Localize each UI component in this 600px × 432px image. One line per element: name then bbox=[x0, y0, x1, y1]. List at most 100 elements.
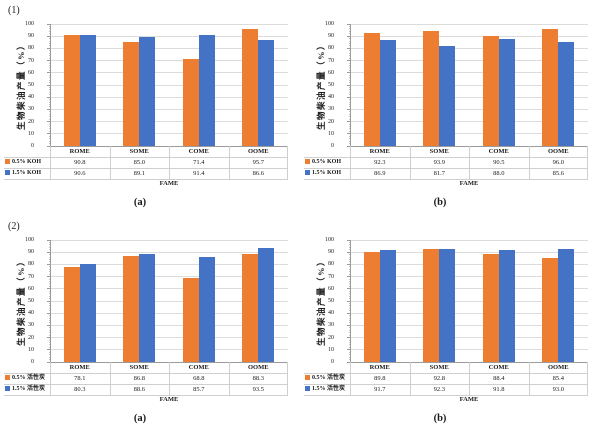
y-tick-mark bbox=[47, 263, 50, 265]
y-minor-tick bbox=[48, 111, 50, 113]
y-minor-tick bbox=[348, 298, 350, 300]
y-minor-tick bbox=[348, 94, 350, 96]
y-tick-mark bbox=[47, 84, 50, 86]
y-minor-tick bbox=[348, 285, 350, 287]
table-value: 96.0 bbox=[552, 159, 564, 166]
y-minor-tick bbox=[48, 356, 50, 358]
gridline bbox=[350, 60, 588, 62]
table-value: 90.6 bbox=[74, 170, 86, 177]
y-minor-tick bbox=[48, 261, 50, 263]
y-minor-tick bbox=[348, 305, 350, 307]
gridline bbox=[350, 35, 588, 37]
table-value: 81.7 bbox=[433, 170, 445, 177]
table-value: 85.0 bbox=[133, 159, 145, 166]
y-minor-tick bbox=[48, 285, 50, 287]
y-minor-tick bbox=[348, 280, 350, 282]
table-border bbox=[350, 362, 351, 395]
table-border bbox=[287, 362, 288, 395]
y-minor-tick bbox=[348, 249, 350, 251]
y-tick-mark bbox=[47, 47, 50, 49]
y-minor-tick bbox=[348, 241, 350, 243]
y-tick-mark bbox=[347, 276, 350, 278]
y-minor-tick bbox=[48, 320, 50, 322]
y-minor-tick bbox=[48, 334, 50, 336]
bar bbox=[79, 264, 96, 362]
y-tick-mark bbox=[47, 72, 50, 74]
y-minor-tick bbox=[48, 113, 50, 115]
y-tick-label: 10 bbox=[28, 130, 34, 137]
y-tick-label: 50 bbox=[328, 82, 334, 88]
gridline bbox=[350, 108, 588, 110]
table-value: 92.3 bbox=[433, 386, 445, 393]
y-minor-tick bbox=[48, 293, 50, 295]
y-minor-tick bbox=[348, 74, 350, 76]
table-value: 86.9 bbox=[374, 170, 386, 177]
y-minor-tick bbox=[348, 332, 350, 334]
y-tick-mark bbox=[347, 145, 350, 147]
y-minor-tick bbox=[348, 55, 350, 57]
legend-item: 0.5% KOH bbox=[5, 157, 49, 168]
bar bbox=[182, 58, 199, 146]
y-minor-tick bbox=[348, 254, 350, 256]
y-minor-tick bbox=[348, 140, 350, 142]
y-minor-tick bbox=[348, 128, 350, 130]
y-minor-tick bbox=[348, 246, 350, 248]
y-tick-mark bbox=[47, 361, 50, 363]
table-border bbox=[304, 384, 588, 385]
y-minor-tick bbox=[48, 50, 50, 52]
y-tick-label: 10 bbox=[328, 130, 334, 137]
table-border bbox=[587, 146, 588, 179]
gridline bbox=[50, 35, 288, 37]
y-minor-tick bbox=[48, 57, 50, 59]
y-tick-mark bbox=[347, 121, 350, 123]
y-tick-mark bbox=[347, 337, 350, 339]
category-header: COME bbox=[488, 148, 509, 155]
legend-item: 0.5% 活性炭 bbox=[305, 373, 349, 384]
table-value: 90.5 bbox=[493, 159, 505, 166]
bar bbox=[242, 29, 259, 146]
y-tick-mark bbox=[47, 239, 50, 241]
y-tick-mark bbox=[347, 288, 350, 290]
y-tick-label: 100 bbox=[25, 237, 34, 243]
bar bbox=[482, 35, 499, 146]
y-minor-tick bbox=[48, 283, 50, 285]
gridline bbox=[50, 72, 288, 74]
table-value: 93.5 bbox=[252, 386, 264, 393]
y-axis-line bbox=[350, 240, 351, 362]
bar bbox=[558, 248, 575, 362]
y-minor-tick bbox=[348, 101, 350, 103]
gridline bbox=[350, 96, 588, 98]
y-tick-label: 60 bbox=[28, 69, 34, 76]
table-border bbox=[304, 373, 588, 374]
y-minor-tick bbox=[48, 125, 50, 127]
bar bbox=[379, 250, 396, 362]
y-minor-tick bbox=[48, 38, 50, 40]
y-tick-mark bbox=[47, 133, 50, 135]
table-border bbox=[469, 362, 470, 395]
y-minor-tick bbox=[348, 256, 350, 258]
legend-item: 1.5% 活性炭 bbox=[5, 384, 49, 395]
y-minor-tick bbox=[348, 307, 350, 309]
y-axis-line bbox=[50, 24, 51, 146]
table-border bbox=[4, 157, 288, 158]
category-header: ROME bbox=[69, 364, 90, 371]
category-header: COME bbox=[488, 364, 509, 371]
y-tick-mark bbox=[47, 324, 50, 326]
gridline bbox=[50, 121, 288, 123]
y-minor-tick bbox=[348, 354, 350, 356]
table-value: 95.7 bbox=[252, 159, 264, 166]
gridline bbox=[350, 72, 588, 74]
y-minor-tick bbox=[348, 25, 350, 27]
y-minor-tick bbox=[48, 45, 50, 47]
chart-panel-2a: (2) 生物柴油产量（%） 0 10 20 30 40 50 60 70 80 90 100 FAM… bbox=[0, 216, 300, 432]
y-minor-tick bbox=[48, 104, 50, 106]
subfigure-label: (b) bbox=[433, 197, 447, 208]
y-minor-tick bbox=[348, 290, 350, 292]
y-tick-mark bbox=[47, 96, 50, 98]
y-minor-tick bbox=[348, 359, 350, 361]
y-minor-tick bbox=[348, 67, 350, 69]
x-axis-title: FAME bbox=[159, 396, 179, 403]
bar bbox=[198, 257, 215, 362]
table-value: 88.4 bbox=[493, 375, 505, 382]
